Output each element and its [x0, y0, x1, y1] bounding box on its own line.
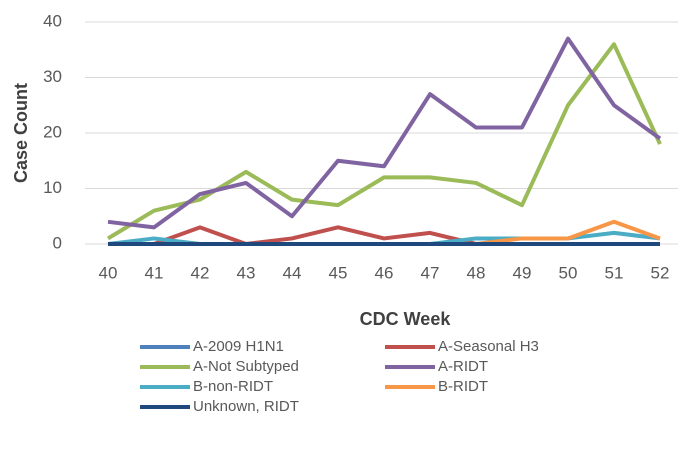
legend-label: A-RIDT: [438, 358, 488, 375]
series-line: [107, 36, 662, 230]
x-tick-label: 50: [559, 263, 578, 282]
legend-label: A-2009 H1N1: [193, 338, 284, 355]
x-tick-label: 45: [329, 263, 348, 282]
x-tick-label: 48: [467, 263, 486, 282]
x-tick-label: 52: [651, 263, 670, 282]
legend-label: B-RIDT: [438, 378, 488, 395]
x-axis-title: CDC Week: [360, 309, 452, 329]
series-line: [108, 219, 661, 246]
x-tick-label: 40: [99, 263, 118, 282]
legend-label: Unknown, RIDT: [193, 398, 299, 415]
x-tick-label: 44: [283, 263, 302, 282]
x-tick-label: 46: [375, 263, 394, 282]
x-tick-label: 51: [605, 263, 624, 282]
legend-label: A-Seasonal H3: [438, 338, 539, 355]
legend-label: B-non-RIDT: [193, 378, 273, 395]
series-line: [106, 42, 662, 241]
x-tick-label: 42: [191, 263, 210, 282]
x-tick-label: 41: [145, 263, 164, 282]
x-tick-label: 47: [421, 263, 440, 282]
y-tick-label: 30: [43, 67, 62, 86]
x-tick-label: 43: [237, 263, 256, 282]
y-tick-label: 10: [43, 178, 62, 197]
x-tick-label: 49: [513, 263, 532, 282]
legend-label: A-Not Subtyped: [193, 358, 299, 375]
y-tick-label: 40: [43, 11, 62, 30]
y-tick-label: 20: [43, 122, 62, 141]
y-tick-label: 0: [53, 233, 62, 252]
y-axis-title: Case Count: [11, 83, 31, 183]
